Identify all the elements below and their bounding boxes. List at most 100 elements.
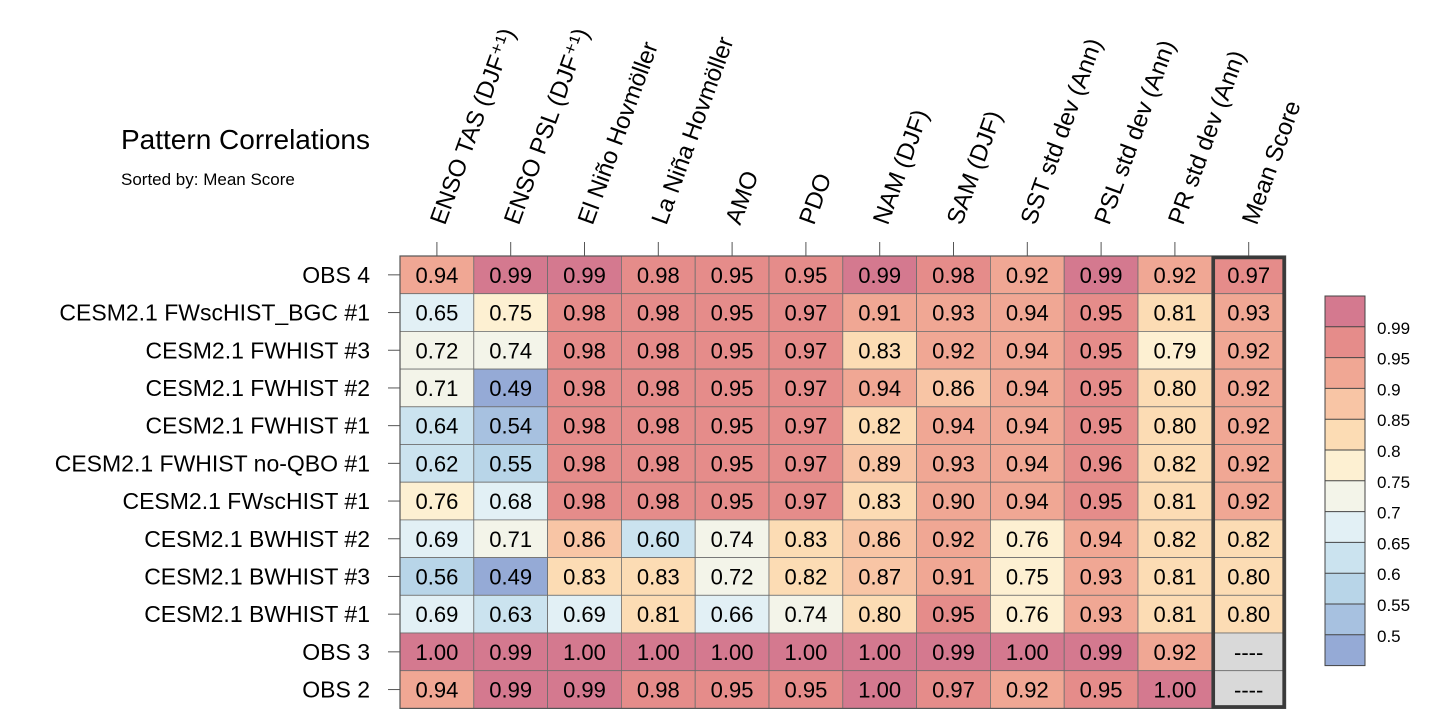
heatmap-cell: [473, 594, 548, 634]
cell-value-label: 0.92: [1227, 451, 1270, 476]
cell-value-label: 0.66: [711, 602, 754, 627]
heatmap-cell: [1137, 406, 1213, 445]
heatmap-cell: [621, 632, 696, 672]
heatmap-cell: [916, 594, 991, 634]
column-label: El Niño Hovmöller: [573, 38, 664, 228]
cell-value-label: 0.92: [932, 338, 975, 363]
row-label: CESM2.1 FWHIST #2: [145, 375, 370, 401]
heatmap-cell: [1063, 670, 1139, 709]
cell-value-label: 0.76: [1006, 527, 1049, 552]
column-label: SAM (DJF): [942, 107, 1008, 228]
cell-value-label: 0.95: [784, 263, 827, 288]
colorbar-tick-label: 0.8: [1377, 442, 1401, 461]
heatmap-cell: [768, 557, 844, 596]
heatmap-cell: [1063, 444, 1139, 483]
cell-value-label: 0.56: [415, 564, 458, 589]
column-label: AMO: [720, 167, 764, 228]
heatmap-cell: [1063, 519, 1139, 559]
column-label: La Niña Hovmöller: [647, 33, 740, 228]
column-label: SST std dev (Ann): [1016, 35, 1108, 228]
cell-value-label: 0.93: [1080, 602, 1123, 627]
heatmap-cell: [990, 255, 1065, 295]
row-label: OBS 2: [302, 677, 370, 703]
cell-value-label: 0.98: [563, 376, 606, 401]
cell-value-label: 0.98: [637, 263, 680, 288]
heatmap-cell: [1137, 519, 1213, 559]
cell-value-label: 0.72: [415, 338, 458, 363]
heatmap-cells: [399, 255, 1287, 709]
heatmap-cell: [990, 519, 1065, 559]
heatmap-cell: [473, 670, 548, 709]
cell-value-labels: 0.94 0.99 0.99 0.98 0.95 0.95 0.99 0.98 0.92 0.99…: [415, 263, 1270, 703]
heatmap-cell: [916, 557, 991, 596]
colorbar-tick-label: 0.85: [1377, 411, 1410, 430]
cell-value-label: 0.86: [858, 527, 901, 552]
heatmap-cell: [1063, 368, 1139, 408]
cell-value-label: 1.00: [637, 640, 680, 665]
cell-value-label: 0.94: [858, 376, 901, 401]
cell-value-label: 0.99: [563, 263, 606, 288]
colorbar-tick-label: 0.55: [1377, 596, 1410, 615]
cell-value-label: 0.95: [932, 602, 975, 627]
cell-value-label: 0.99: [932, 640, 975, 665]
cell-value-label: 0.80: [1153, 376, 1196, 401]
cell-value-label: 0.62: [415, 451, 458, 476]
cell-value-label: 0.95: [1080, 338, 1123, 363]
cell-value-label: 0.92: [1006, 263, 1049, 288]
colorbar-tick-label: 0.6: [1377, 565, 1401, 584]
cell-value-label: 0.83: [858, 338, 901, 363]
cell-value-label: 0.86: [932, 376, 975, 401]
heatmap-cell: [399, 594, 475, 634]
cell-value-label: 0.72: [711, 564, 754, 589]
heatmap-cell: [1063, 594, 1139, 634]
cell-value-label: 0.94: [415, 678, 458, 703]
heatmap-cell: [694, 444, 770, 483]
colorbar-swatch: [1325, 388, 1365, 420]
heatmap-cell: [547, 293, 622, 332]
cell-value-label: 0.79: [1153, 338, 1196, 363]
cell-value-label: 0.71: [489, 527, 532, 552]
heatmap-cell: [990, 670, 1065, 709]
column-label: PDO: [794, 170, 837, 228]
cell-value-label: 1.00: [858, 678, 901, 703]
row-label: OBS 3: [302, 639, 370, 665]
cell-value-label: 0.69: [415, 527, 458, 552]
cell-value-label: 0.98: [563, 489, 606, 514]
heatmap-cell: [990, 330, 1065, 370]
cell-value-label: 0.81: [1153, 489, 1196, 514]
colorbar-swatch: [1325, 480, 1365, 512]
highlight-column-border: [1211, 255, 1286, 709]
colorbar: 0.99 0.95 0.9 0.85 0.8 0.75 0.7 0.65 0.6 0.55 0.5: [1324, 295, 1410, 667]
colorbar-swatch: [1325, 357, 1365, 389]
cell-value-label: 0.97: [784, 301, 827, 326]
cell-value-label: 0.95: [711, 376, 754, 401]
heatmap-cell: [399, 632, 475, 672]
cell-value-label: 0.96: [1080, 451, 1123, 476]
cell-value-label: 0.81: [1153, 301, 1196, 326]
colorbar-swatch: [1325, 419, 1365, 450]
cell-value-label: 0.97: [784, 376, 827, 401]
row-labels: OBS 4 CESM2.1 FWscHIST_BGC #1 CESM2.1 FWHI…: [55, 262, 400, 703]
cell-value-label: 0.49: [489, 376, 532, 401]
heatmap-cell: [473, 444, 548, 483]
cell-value-label: 0.65: [415, 301, 458, 326]
cell-value-label: 0.55: [489, 451, 532, 476]
cell-value-label: 0.95: [711, 451, 754, 476]
cell-value-label: 1.00: [1006, 640, 1049, 665]
heatmap-cell: [547, 557, 622, 596]
cell-value-label: ----: [1234, 678, 1263, 703]
colorbar-swatch: [1325, 326, 1365, 358]
colorbar-swatch: [1325, 450, 1365, 481]
heatmap-cell: [1063, 293, 1139, 332]
cell-value-label: 0.75: [489, 301, 532, 326]
colorbar-swatch: [1325, 296, 1365, 327]
cell-value-label: 0.98: [563, 451, 606, 476]
heatmap-cell: [1211, 368, 1287, 408]
row-label: CESM2.1 FWHIST no-QBO #1: [55, 450, 370, 476]
heatmap-cell: [1211, 557, 1287, 596]
colorbar-swatch: [1325, 511, 1365, 543]
cell-value-label: 0.97: [784, 451, 827, 476]
column-label: PR std dev (Ann): [1163, 47, 1251, 228]
cell-value-label: 0.93: [932, 451, 975, 476]
heatmap-cell: [1063, 481, 1139, 521]
